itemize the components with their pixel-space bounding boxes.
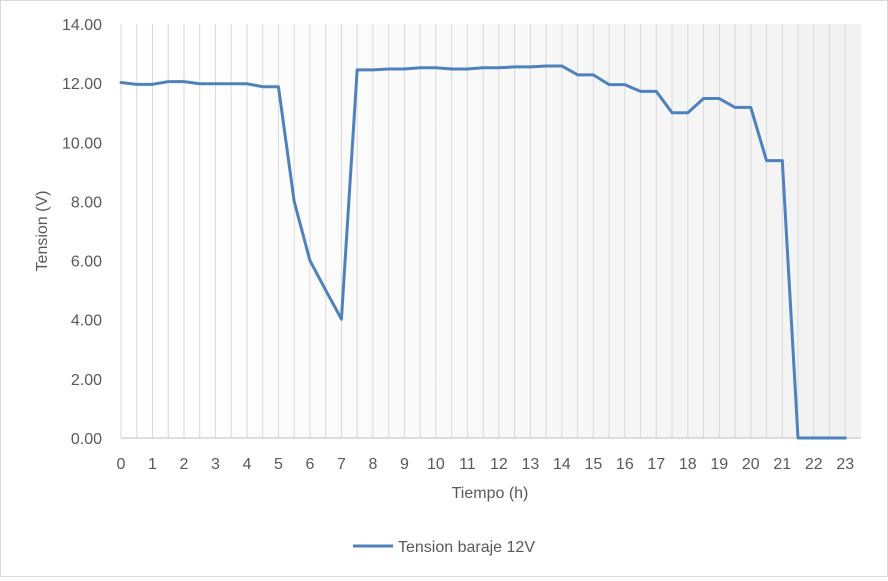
data-point bbox=[182, 80, 185, 83]
x-tick-label: 1 bbox=[148, 456, 157, 473]
data-point bbox=[844, 437, 847, 440]
x-tick-label: 21 bbox=[773, 456, 791, 473]
x-tick-label: 19 bbox=[710, 456, 728, 473]
data-point bbox=[214, 82, 217, 85]
data-point bbox=[655, 90, 658, 93]
data-point bbox=[497, 66, 500, 69]
data-point bbox=[340, 318, 343, 321]
legend-label: Tension baraje 12V bbox=[398, 539, 535, 556]
data-point bbox=[828, 437, 831, 440]
data-point bbox=[686, 111, 689, 114]
data-point bbox=[324, 289, 327, 292]
data-point bbox=[545, 64, 548, 67]
x-tick-label: 23 bbox=[836, 456, 854, 473]
data-point bbox=[434, 66, 437, 69]
y-tick-label: 6.00 bbox=[71, 254, 102, 271]
x-tick-label: 16 bbox=[616, 456, 634, 473]
y-tick-label: 12.00 bbox=[62, 76, 102, 93]
x-tick-label: 15 bbox=[584, 456, 602, 473]
data-point bbox=[671, 111, 674, 114]
data-point bbox=[576, 73, 579, 76]
data-point bbox=[734, 106, 737, 109]
data-point bbox=[718, 97, 721, 100]
data-point bbox=[371, 68, 374, 71]
y-axis-title: Tension (V) bbox=[34, 191, 51, 272]
x-tick-label: 5 bbox=[274, 456, 283, 473]
data-point bbox=[702, 97, 705, 100]
y-axis-ticks: 0.00 2.00 4.00 6.00 8.00 10.00 12.00 14.00 bbox=[62, 17, 102, 448]
x-tick-label: 11 bbox=[459, 456, 476, 473]
data-point bbox=[608, 83, 611, 86]
x-tick-label: 18 bbox=[679, 456, 697, 473]
x-tick-label: 22 bbox=[805, 456, 823, 473]
data-point bbox=[749, 106, 752, 109]
data-point bbox=[450, 67, 453, 70]
data-point bbox=[198, 82, 201, 85]
data-point bbox=[560, 64, 563, 67]
x-tick-label: 9 bbox=[400, 456, 409, 473]
data-point bbox=[135, 83, 138, 86]
data-point bbox=[293, 200, 296, 203]
data-point bbox=[592, 73, 595, 76]
data-point bbox=[356, 68, 359, 71]
series-line bbox=[119, 64, 847, 440]
data-point bbox=[466, 67, 469, 70]
x-tick-label: 10 bbox=[427, 456, 445, 473]
y-tick-label: 2.00 bbox=[71, 372, 102, 389]
plot-area bbox=[121, 24, 861, 438]
x-tick-label: 0 bbox=[117, 456, 126, 473]
x-tick-label: 17 bbox=[647, 456, 665, 473]
y-tick-label: 14.00 bbox=[62, 17, 102, 34]
x-tick-label: 8 bbox=[368, 456, 377, 473]
x-tick-label: 4 bbox=[243, 456, 252, 473]
data-point bbox=[513, 65, 516, 68]
y-tick-label: 8.00 bbox=[71, 194, 102, 211]
data-point bbox=[120, 81, 123, 84]
y-tick-label: 10.00 bbox=[62, 135, 102, 152]
data-point bbox=[419, 66, 422, 69]
data-point bbox=[623, 83, 626, 86]
data-point bbox=[639, 90, 642, 93]
data-point bbox=[308, 259, 311, 262]
data-point bbox=[261, 85, 264, 88]
x-tick-label: 3 bbox=[211, 456, 220, 473]
data-point bbox=[387, 67, 390, 70]
x-tick-label: 13 bbox=[521, 456, 539, 473]
data-point bbox=[812, 437, 815, 440]
x-tick-label: 7 bbox=[337, 456, 346, 473]
legend: Tension baraje 12V bbox=[353, 539, 535, 556]
y-tick-label: 0.00 bbox=[71, 431, 102, 448]
x-tick-label: 14 bbox=[553, 456, 571, 473]
data-point bbox=[403, 67, 406, 70]
data-point bbox=[529, 65, 532, 68]
x-axis-title: Tiempo (h) bbox=[452, 485, 529, 502]
x-tick-label: 12 bbox=[490, 456, 508, 473]
data-point bbox=[230, 82, 233, 85]
x-tick-label: 6 bbox=[305, 456, 314, 473]
x-axis-ticks: 0 1 2 3 4 5 6 7 8 9 10 11 12 13 14 15 16 17 18 19 20 21 22 23 bbox=[117, 456, 855, 473]
x-tick-label: 20 bbox=[742, 456, 760, 473]
data-point bbox=[245, 82, 248, 85]
series-lines bbox=[119, 64, 847, 440]
data-point bbox=[151, 83, 154, 86]
y-tick-label: 4.00 bbox=[71, 313, 102, 330]
data-point bbox=[277, 85, 280, 88]
data-point bbox=[797, 437, 800, 440]
gridlines bbox=[120, 24, 846, 438]
data-point bbox=[765, 159, 768, 162]
data-point bbox=[482, 66, 485, 69]
x-tick-label: 2 bbox=[180, 456, 189, 473]
data-point bbox=[167, 80, 170, 83]
data-point bbox=[781, 159, 784, 162]
